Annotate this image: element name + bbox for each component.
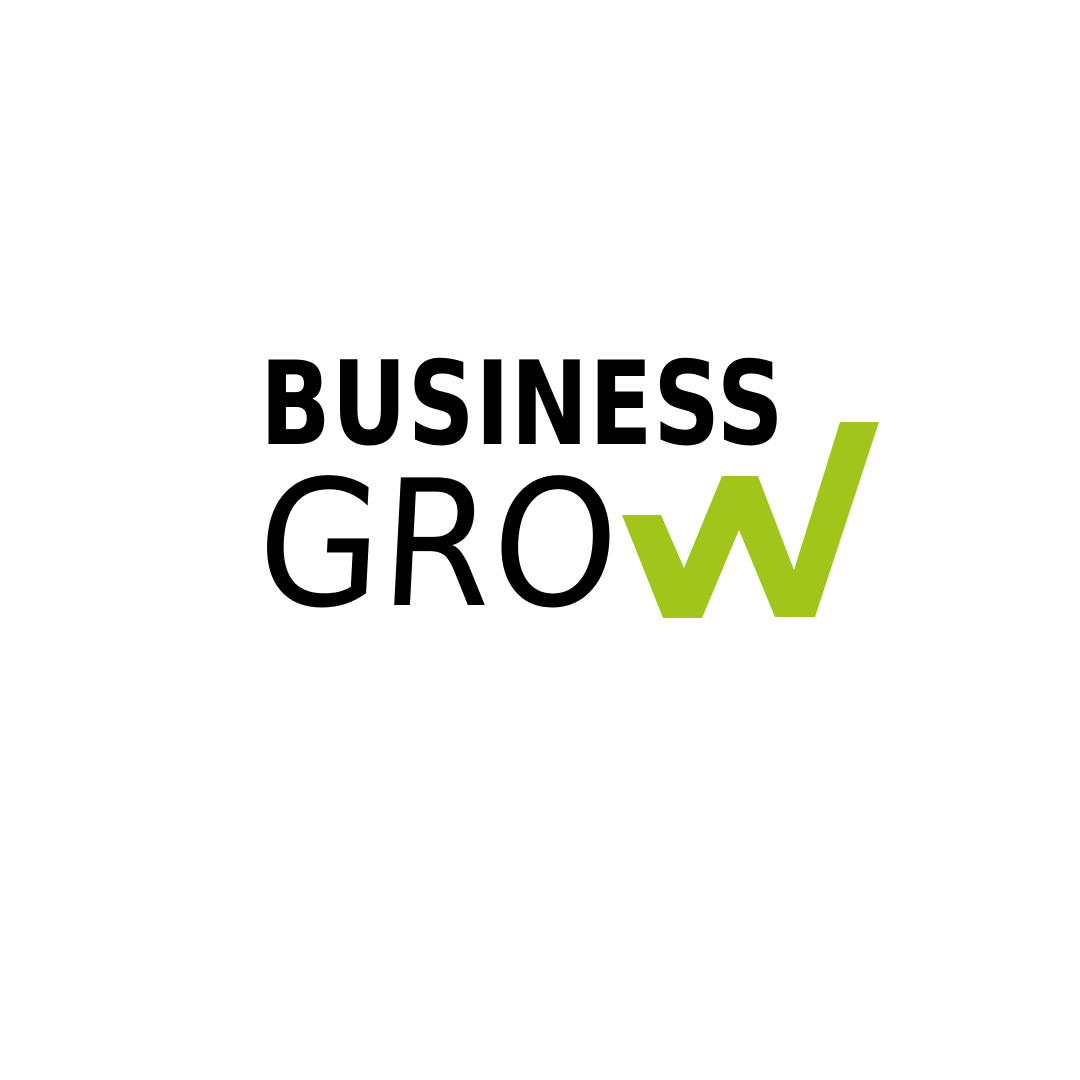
business-grow-logo: BUSINESS GRO W <box>253 350 900 647</box>
logo-line-grow: GRO W <box>253 422 879 647</box>
logo-accent-w-letter: W <box>740 609 741 611</box>
logo-line-business: BUSINESS <box>260 350 820 460</box>
logo-accent-w-shape <box>622 422 879 618</box>
logo-word-business: BUSINESS <box>260 350 785 460</box>
logo-word-gro: GRO <box>253 443 624 647</box>
